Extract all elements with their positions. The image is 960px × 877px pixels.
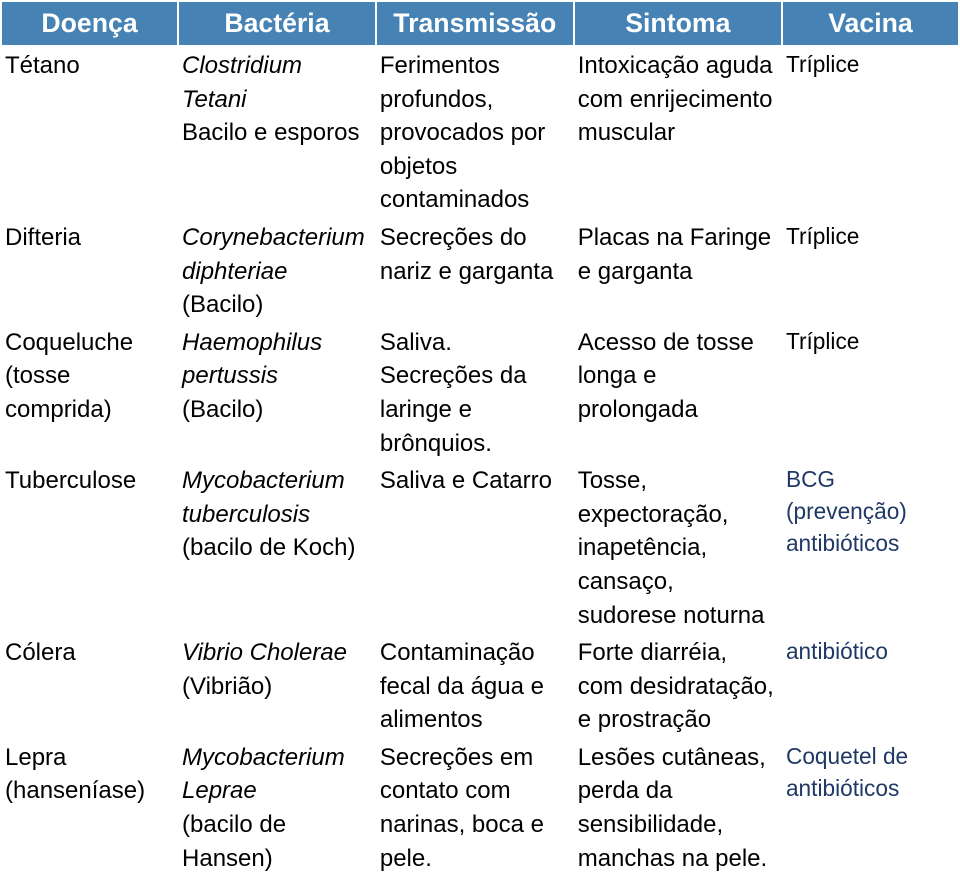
cell-bacteria: Haemophilus pertussis (Bacilo) — [178, 324, 376, 462]
table-row: Lepra (hanseníase)Mycobacterium Leprae(b… — [1, 739, 959, 877]
cell-bacteria: Clostridium Tetani Bacilo e esporos — [178, 46, 376, 219]
table-row: Coqueluche (tosse comprida)Haemophilus p… — [1, 324, 959, 462]
cell-bacteria: Corynebacterium diphteriae (Bacilo) — [178, 219, 376, 324]
bacteria-name: Vibrio Cholerae — [182, 639, 347, 666]
cell-sintoma: Lesões cutâneas, perda da sensibilidade,… — [574, 739, 782, 877]
cell-doenca: Lepra (hanseníase) — [1, 739, 178, 877]
bacteria-sub: (Vibrião) — [182, 673, 272, 700]
cell-vacina: Coquetel de antibióticos — [782, 739, 959, 877]
cell-doenca: Cólera — [1, 634, 178, 739]
bacteria-sub: (bacilo de Hansen) — [182, 811, 286, 872]
cell-vacina: Tríplice — [782, 219, 959, 324]
cell-vacina: BCG (prevenção) antibióticos — [782, 462, 959, 634]
cell-vacina: Tríplice — [782, 46, 959, 219]
bacteria-sub: (Bacilo) — [182, 291, 263, 318]
cell-doenca: Coqueluche (tosse comprida) — [1, 324, 178, 462]
cell-sintoma: Placas na Faringe e garganta — [574, 219, 782, 324]
col-header-bacteria: Bactéria — [178, 1, 376, 46]
bacteria-name: Corynebacterium diphteriae — [182, 224, 365, 285]
bacteria-sub: (bacilo de Koch) — [182, 534, 355, 561]
cell-bacteria: Vibrio Cholerae (Vibrião) — [178, 634, 376, 739]
cell-vacina: antibiótico — [782, 634, 959, 739]
bacteria-name: Mycobacterium tuberculosis — [182, 467, 345, 528]
table-row: DifteriaCorynebacterium diphteriae (Bacil… — [1, 219, 959, 324]
cell-bacteria: Mycobacterium Leprae(bacilo de Hansen) — [178, 739, 376, 877]
cell-transmissao: Secreções em contato com narinas, boca e… — [376, 739, 574, 877]
cell-doenca: Tétano — [1, 46, 178, 219]
cell-vacina: Tríplice — [782, 324, 959, 462]
col-header-transmissao: Transmissão — [376, 1, 574, 46]
table-row: TuberculoseMycobacterium tuberculosis (ba… — [1, 462, 959, 634]
cell-sintoma: Forte diarréia, com desidratação, e pros… — [574, 634, 782, 739]
col-header-vacina: Vacina — [782, 1, 959, 46]
bacteria-name: Haemophilus pertussis — [182, 329, 322, 390]
bacteria-name: Clostridium Tetani — [182, 52, 302, 113]
cell-transmissao: Secreções do nariz e garganta — [376, 219, 574, 324]
diseases-table: Doença Bactéria Transmissão Sintoma Vaci… — [0, 0, 960, 877]
cell-bacteria: Mycobacterium tuberculosis (bacilo de Koc… — [178, 462, 376, 634]
col-header-sintoma: Sintoma — [574, 1, 782, 46]
bacteria-sub: (Bacilo) — [182, 396, 263, 423]
table-body: TétanoClostridium Tetani Bacilo e esporos… — [1, 46, 959, 877]
cell-transmissao: Saliva. Secreções da laringe e brônquios… — [376, 324, 574, 462]
cell-transmissao: Saliva e Catarro — [376, 462, 574, 634]
col-header-doenca: Doença — [1, 1, 178, 46]
table-header: Doença Bactéria Transmissão Sintoma Vaci… — [1, 1, 959, 46]
bacteria-sub: Bacilo e esporos — [182, 119, 359, 146]
cell-doenca: Difteria — [1, 219, 178, 324]
cell-sintoma: Acesso de tosse longa e prolongada — [574, 324, 782, 462]
table-row: TétanoClostridium Tetani Bacilo e esporos… — [1, 46, 959, 219]
cell-doenca: Tuberculose — [1, 462, 178, 634]
cell-sintoma: Intoxicação aguda com enrijecimento musc… — [574, 46, 782, 219]
cell-sintoma: Tosse, expectoração, inapetência, cansaç… — [574, 462, 782, 634]
table-row: CóleraVibrio Cholerae (Vibrião) Contaminaç… — [1, 634, 959, 739]
cell-transmissao: Contaminação fecal da água e alimentos — [376, 634, 574, 739]
cell-transmissao: Ferimentos profundos, provocados por obj… — [376, 46, 574, 219]
bacteria-name: Mycobacterium Leprae — [182, 744, 345, 805]
